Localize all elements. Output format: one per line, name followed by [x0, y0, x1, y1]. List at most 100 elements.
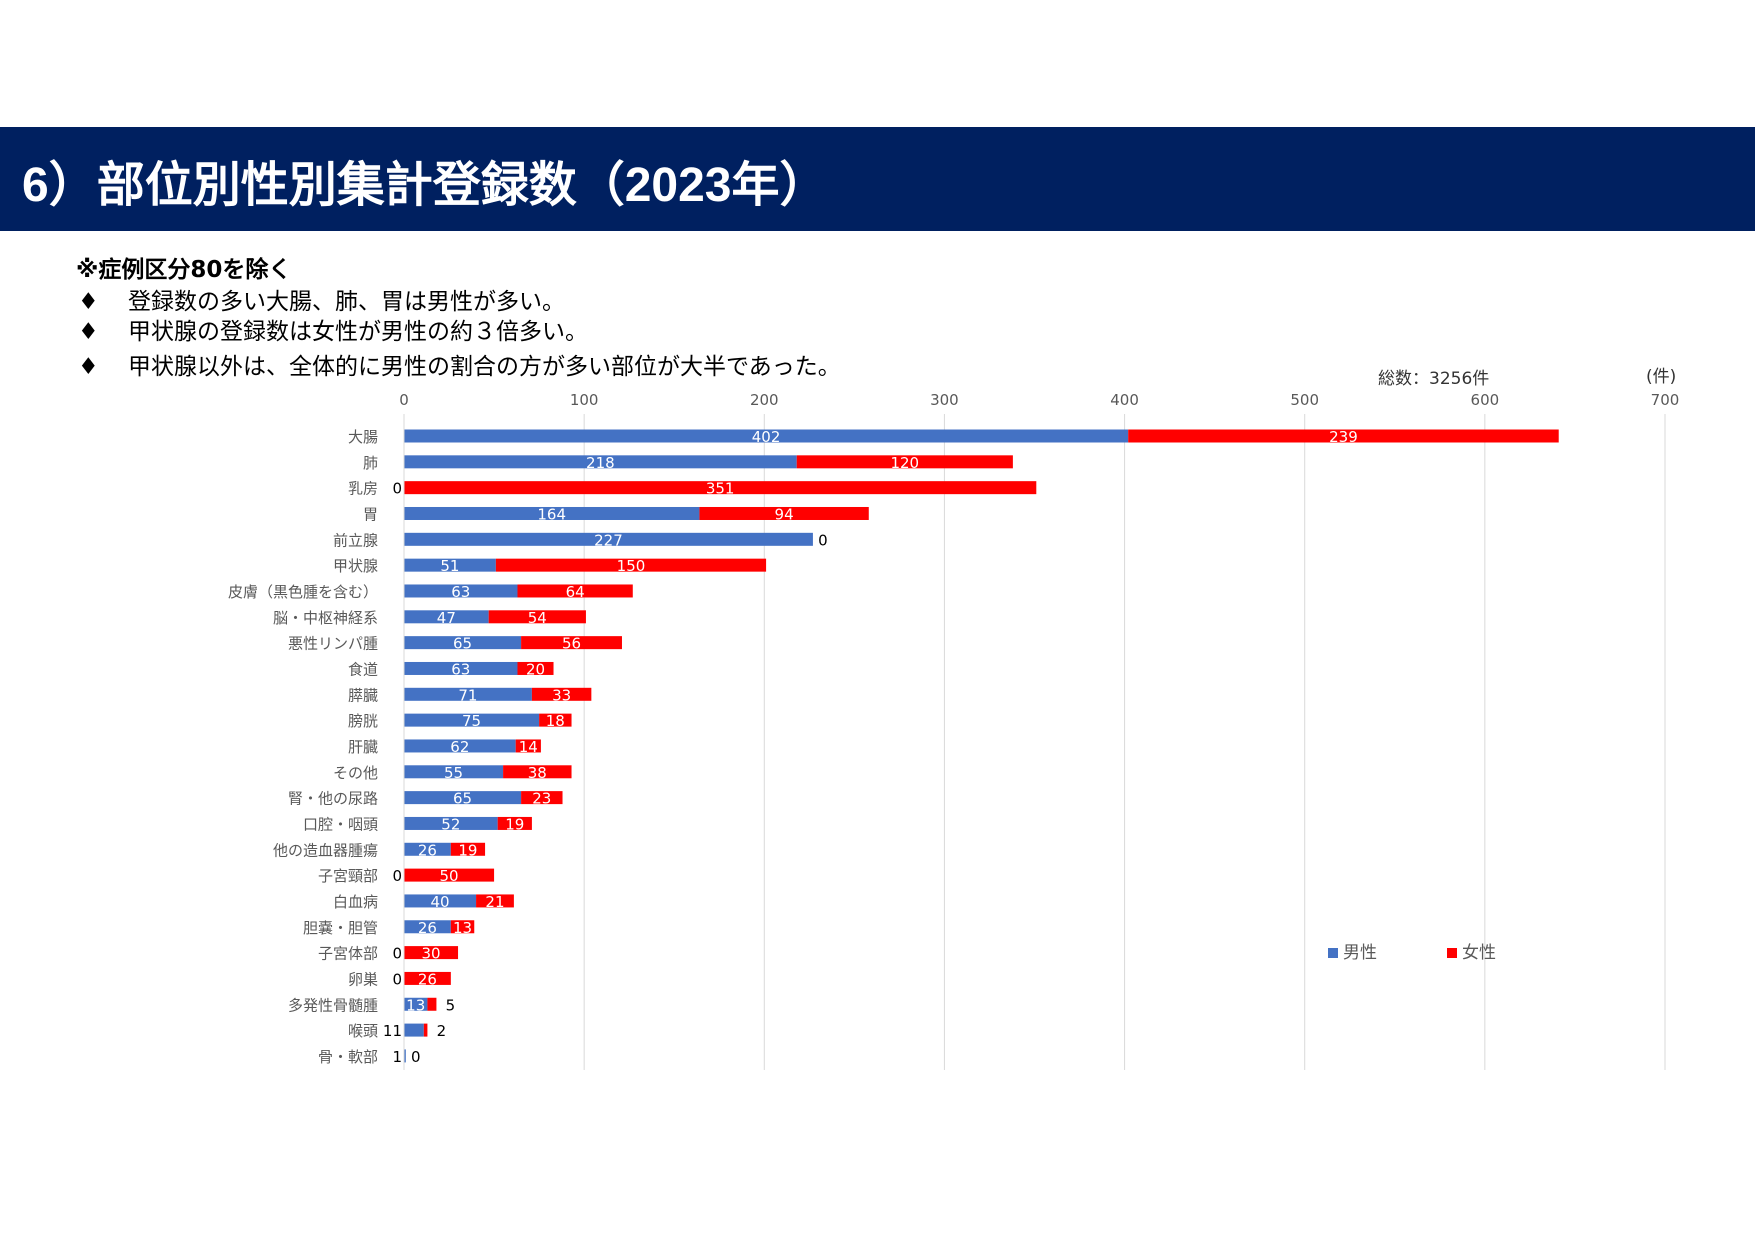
category-label: 肝臓 [348, 738, 378, 756]
bar-female [404, 868, 495, 882]
page-title: 6）部位別性別集計登録数（2023年） [22, 159, 828, 212]
bar-male [404, 713, 540, 727]
bar-female [521, 791, 563, 805]
category-label: 膵臓 [348, 686, 378, 704]
data-label: 54 [528, 609, 547, 627]
data-label: 0 [392, 867, 402, 885]
category-label: 子宮体部 [318, 945, 378, 963]
category-label: 多発性骨髄腫 [288, 996, 378, 1014]
bar-male [404, 584, 518, 598]
bar-male [404, 1049, 406, 1063]
legend-swatch-female [1447, 948, 1457, 958]
bar-male [404, 455, 797, 469]
data-label: 0 [392, 945, 402, 963]
bar-male [404, 506, 700, 520]
bullet-3: ♦ 甲状腺以外は、全体的に男性の割合の方が多い部位が大半であった。 [78, 347, 841, 381]
exclusion-note: ※症例区分80を除く [76, 257, 292, 283]
x-tick-label: 0 [399, 391, 409, 409]
category-label: 他の造血器腫瘍 [273, 841, 378, 859]
bar-female [404, 971, 451, 985]
bullet-text: 登録数の多い大腸、肺、胃は男性が多い。 [128, 289, 565, 315]
category-label: 口腔・咽頭 [303, 815, 378, 833]
x-tick-label: 700 [1651, 391, 1680, 409]
bar-female [531, 687, 592, 701]
category-label: 皮膚（黒色腫を含む） [228, 583, 378, 601]
data-label: 47 [437, 609, 456, 627]
data-label: 51 [440, 557, 459, 575]
data-label: 351 [706, 480, 735, 498]
bar-male [404, 687, 532, 701]
bar-female [521, 636, 622, 650]
x-tick-label: 300 [930, 391, 959, 409]
data-label: 239 [1329, 428, 1358, 446]
data-label: 402 [752, 428, 781, 446]
bar-male [404, 765, 504, 779]
diamond-icon: ♦ [78, 319, 99, 345]
data-label: 26 [418, 841, 437, 859]
bar-female [796, 455, 1013, 469]
category-label: 大腸 [348, 428, 378, 446]
bar-female [517, 584, 633, 598]
bar-male [404, 842, 451, 856]
category-label: その他 [333, 764, 378, 782]
total-count: 総数：3256件 [1378, 369, 1490, 389]
bar-male [404, 532, 813, 546]
category-label: 悪性リンパ腫 [288, 635, 378, 653]
data-label: 218 [586, 454, 615, 472]
data-label: 52 [441, 815, 460, 833]
category-label: 卵巣 [348, 970, 378, 988]
data-label: 164 [537, 505, 566, 523]
category-label: 子宮頸部 [318, 867, 378, 885]
data-label: 71 [458, 686, 477, 704]
bar-female [699, 506, 869, 520]
data-label: 65 [453, 635, 472, 653]
bar-female [517, 661, 554, 675]
bullet-text: 甲状腺以外は、全体的に男性の割合の方が多い部位が大半であった。 [128, 354, 841, 380]
data-label: 63 [451, 583, 470, 601]
bar-female [404, 946, 459, 960]
category-label: 食道 [348, 660, 378, 678]
bar-male [404, 429, 1129, 443]
data-label: 19 [505, 815, 524, 833]
data-label: 75 [462, 712, 481, 730]
category-label: 白血病 [333, 893, 378, 911]
data-label: 5 [446, 996, 456, 1014]
bar-male [404, 636, 522, 650]
bar-female [450, 842, 486, 856]
data-label: 13 [453, 919, 472, 937]
bar-male [404, 997, 428, 1011]
bar-male [404, 1023, 424, 1037]
bar-female [450, 920, 475, 934]
data-label: 2 [437, 1022, 447, 1040]
bar-male [404, 894, 477, 908]
x-tick-label: 400 [1110, 391, 1139, 409]
category-label: 前立腺 [333, 531, 378, 549]
bar-male [404, 661, 518, 675]
legend-swatch-male [1328, 948, 1338, 958]
data-label: 0 [392, 480, 402, 498]
bar-female [515, 739, 541, 753]
data-label: 19 [458, 841, 477, 859]
legend-female: 女性 [1447, 938, 1496, 963]
category-label: 膀胱 [348, 712, 378, 730]
data-label: 150 [617, 557, 646, 575]
data-label: 120 [890, 454, 919, 472]
x-tick-label: 500 [1290, 391, 1319, 409]
data-label: 26 [418, 970, 437, 988]
bar-female [495, 558, 767, 572]
bar-female [404, 481, 1037, 495]
x-tick-label: 600 [1471, 391, 1500, 409]
title-band [0, 127, 1755, 231]
data-label: 227 [594, 531, 623, 549]
bar-female [497, 816, 532, 830]
data-label: 0 [818, 531, 828, 549]
data-label: 0 [392, 970, 402, 988]
category-label: 腎・他の尿路 [288, 790, 378, 808]
category-label: 骨・軟部 [318, 1048, 378, 1066]
bar-male [404, 610, 489, 624]
bar-female [476, 894, 514, 908]
x-tick-label: 200 [750, 391, 779, 409]
data-label: 62 [450, 738, 469, 756]
data-label: 14 [519, 738, 538, 756]
